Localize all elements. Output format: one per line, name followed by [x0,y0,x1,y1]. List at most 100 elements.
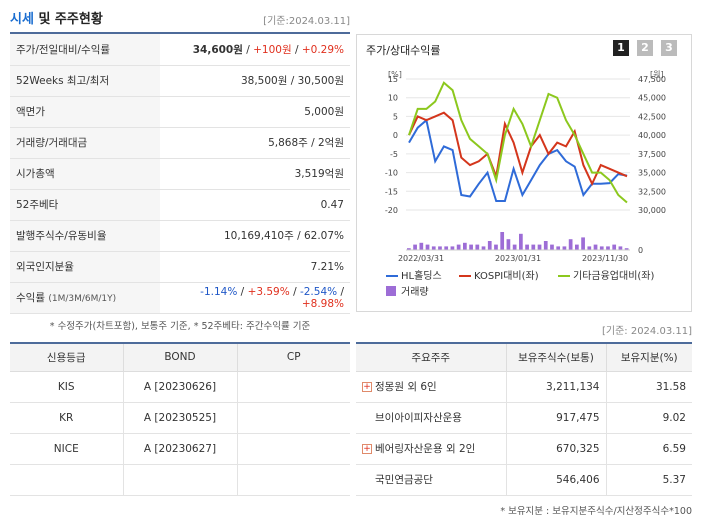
legend-label: 거래량 [401,286,429,298]
quote-value: 34,600원 / +100원 / +0.29% [160,34,350,66]
quote-row: 발행주식수/유동비율 10,169,410주 / 62.07% [10,220,350,252]
left-tick-label: 10 [388,94,398,103]
pct-cell: 6.59 [605,433,692,465]
current-price: 34,600원 [192,43,243,56]
section-title: 시세 및 주주현황 [10,8,103,27]
volume-bar [506,239,511,250]
quote-label: 발행주식수/유동비율 [10,220,160,252]
volume-bar [606,246,610,250]
chart-page-1-button[interactable]: 1 [613,40,629,56]
quote-label: 외국인지분율 [10,251,160,283]
table-row: NICE A [20230627] [10,433,350,465]
bond-cell: A [20230627] [122,433,237,465]
table-row [10,464,350,496]
holder-name: 정몽원 외 6인 [375,381,437,393]
volume-bar [587,246,592,250]
x-tick-label: 2023/11/30 [582,254,628,263]
separator: / [340,285,344,298]
return-1m: -1.14% [200,285,238,298]
volume-bar [481,246,486,250]
agency-cell [10,464,123,496]
quote-value: 7.21% [160,251,350,283]
left-tick-label: -20 [385,206,398,215]
table-row: 국민연금공단 546,406 5.37 [356,464,692,496]
volume-bar [568,239,573,250]
volume-bar [494,244,498,250]
right-tick-label: 30,000 [638,206,666,215]
volume-bar [475,244,480,250]
volume-bar [419,242,424,250]
shares-cell: 3,211,134 [505,371,606,403]
cp-cell [236,371,350,403]
legend-swatch [386,286,396,296]
volume-bar [425,244,430,250]
volume-bar [500,232,505,250]
price-chart: [%] [원] 15 10 5 0 -5 -10 -15 -20 47,500 45,000 42,50… [385,70,666,298]
legend-label: HL홀딩스 [401,269,442,282]
volume-bar [550,244,554,250]
quote-label: 거래량/거래대금 [10,127,160,159]
x-tick-label: 2022/03/31 [398,254,444,263]
volume-bar [431,246,436,250]
volume-bar [581,237,585,250]
table-row: 브이아이피자산운용 917,475 9.02 [356,402,692,434]
volume-bar [469,244,473,250]
chart-reference-date: [기준: 2024.03.11] [601,326,692,337]
agency-cell: KR [10,402,123,434]
bond-cell: A [20230626] [122,371,237,403]
quote-row-price: 주가/전일대비/수익률 34,600원 / +100원 / +0.29% [10,34,350,66]
separator: / [242,43,254,56]
volume-bar [487,241,492,250]
reference-date: [기준:2024.03.11] [263,16,350,27]
quote-label: 주가/전일대비/수익률 [10,34,160,66]
cp-cell [236,464,350,496]
quote-label: 액면가 [10,96,160,128]
right-tick-label: 35,000 [638,169,666,178]
chart-page-3-button[interactable]: 3 [661,40,677,56]
quote-label: 시가총액 [10,158,160,190]
chart-page-2-button[interactable]: 2 [637,40,653,56]
right-tick-label: 47,500 [638,75,666,84]
expand-icon[interactable]: + [362,382,372,392]
holder-name: 국민연금공단 [375,474,433,486]
holder-name-cell: + 정몽원 외 6인 [356,371,506,403]
cp-cell [236,402,350,434]
right-tick-label: 45,000 [638,94,666,103]
volume-bar [543,241,548,250]
volume-bar [444,246,449,250]
legend-label: 기타금융업대비(좌) [573,269,655,282]
return-6m: -2.54% [299,285,338,298]
volume-bar [531,244,536,250]
quote-row: 52Weeks 최고/최저 38,500원 / 30,500원 [10,65,350,97]
right-tick-label: 32,500 [638,187,666,196]
x-tick-label: 2023/01/31 [495,254,541,263]
table-header-row: 주요주주 보유주식수(보통) 보유지분(%) [356,343,692,372]
column-header: CP [236,343,350,372]
volume-bar [599,246,604,250]
right-axis-unit: [원] [650,70,664,79]
bond-cell: A [20230525] [122,402,237,434]
quote-row-return: 수익률 (1M/3M/6M/1Y) -1.14% / +3.59% / -2.5… [10,282,350,314]
return-values: -1.14% / +3.59% / -2.54% / +8.98% [160,282,350,314]
holder-name-cell: + 베어링자산운용 외 2인 [356,433,506,465]
quote-row: 거래량/거래대금 5,868주 / 2억원 [10,127,350,159]
volume-bar [463,242,467,250]
quote-row: 외국인지분율 7.21% [10,251,350,283]
holder-name-cell: 국민연금공단 [356,464,506,496]
table-row: KR A [20230525] [10,402,350,434]
volume-bar [556,246,561,250]
left-tick-label: -5 [390,150,398,159]
column-header: 주요주주 [356,343,506,372]
holders-footnote: * 보유지분 : 보유지분주식수/지산정주식수*100 [500,506,692,517]
left-axis-unit: [%] [388,70,402,79]
section-title-rest: 및 주주현황 [33,12,103,27]
quote-row: 52주베타 0.47 [10,189,350,221]
volume-bar [512,244,517,250]
column-header: BOND [122,343,237,372]
volume-bar [618,246,623,250]
section-title-accent: 시세 [10,12,34,27]
quote-label: 52Weeks 최고/최저 [10,65,160,97]
left-tick-label: 15 [388,75,398,84]
expand-icon[interactable]: + [362,444,372,454]
column-header: 보유지분(%) [605,343,692,372]
